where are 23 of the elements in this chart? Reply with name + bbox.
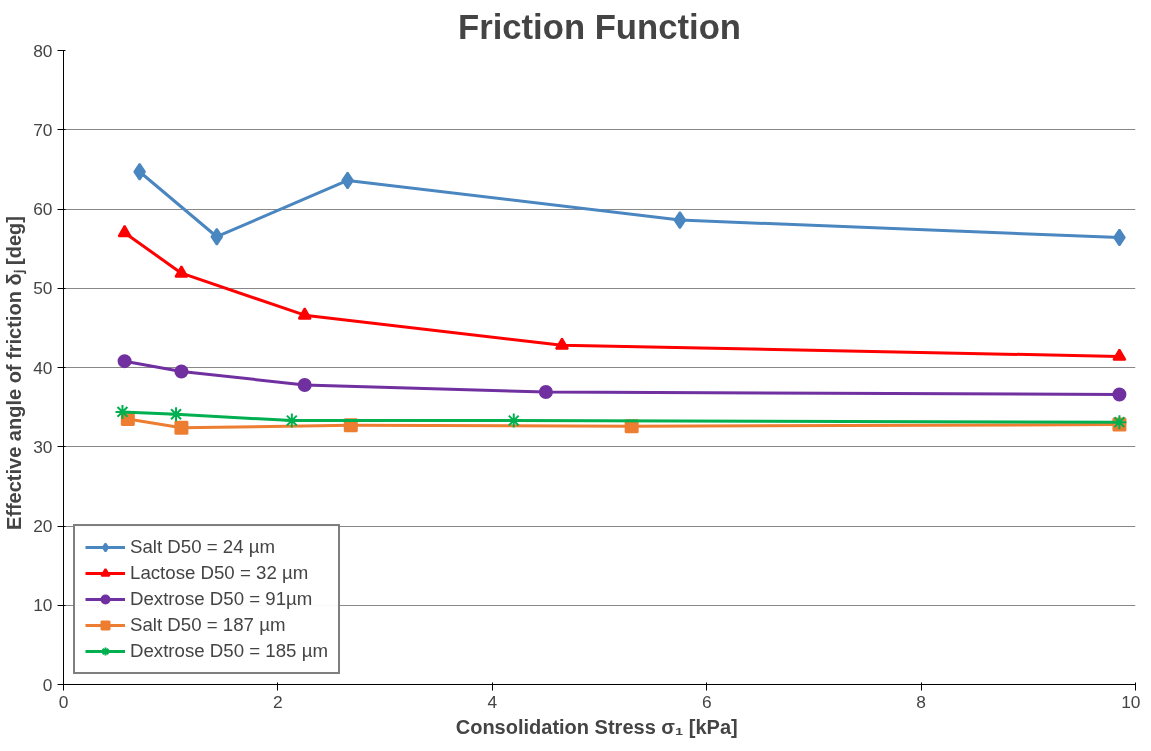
legend-label: Salt D50 = 24 µm <box>130 536 276 558</box>
y-tick-label: 20 <box>33 516 53 536</box>
y-tick-label: 0 <box>42 674 53 695</box>
y-tick-label: 60 <box>33 199 53 219</box>
x-tick-label: 10 <box>1121 691 1141 712</box>
y-axis-title: Effective angle of friction δⱼ [deg] <box>3 216 28 531</box>
chart-title: Friction Function <box>458 7 742 46</box>
x-tick-label: 4 <box>487 691 498 712</box>
y-tick-label: 30 <box>33 436 53 457</box>
x-axis-title: Consolidation Stress σ₁ [kPa] <box>455 715 738 738</box>
x-tick-label: 0 <box>58 691 69 712</box>
y-tick-label: 40 <box>33 357 53 378</box>
legend-label: Dextrose D50 = 91µm <box>130 588 313 610</box>
x-tick-label: 2 <box>273 691 283 712</box>
legend-label: Dextrose D50 = 185 µm <box>130 640 328 662</box>
y-tick-label: 50 <box>33 278 53 299</box>
legend-label: Salt D50 = 187 µm <box>130 614 286 636</box>
y-tick-label: 10 <box>33 595 53 616</box>
x-tick-label: 8 <box>916 691 926 712</box>
x-tick-label: 6 <box>701 691 712 712</box>
legend-label: Lactose D50 = 32 µm <box>130 562 309 584</box>
y-tick-label: 70 <box>33 119 53 140</box>
y-tick-label: 80 <box>33 40 53 61</box>
